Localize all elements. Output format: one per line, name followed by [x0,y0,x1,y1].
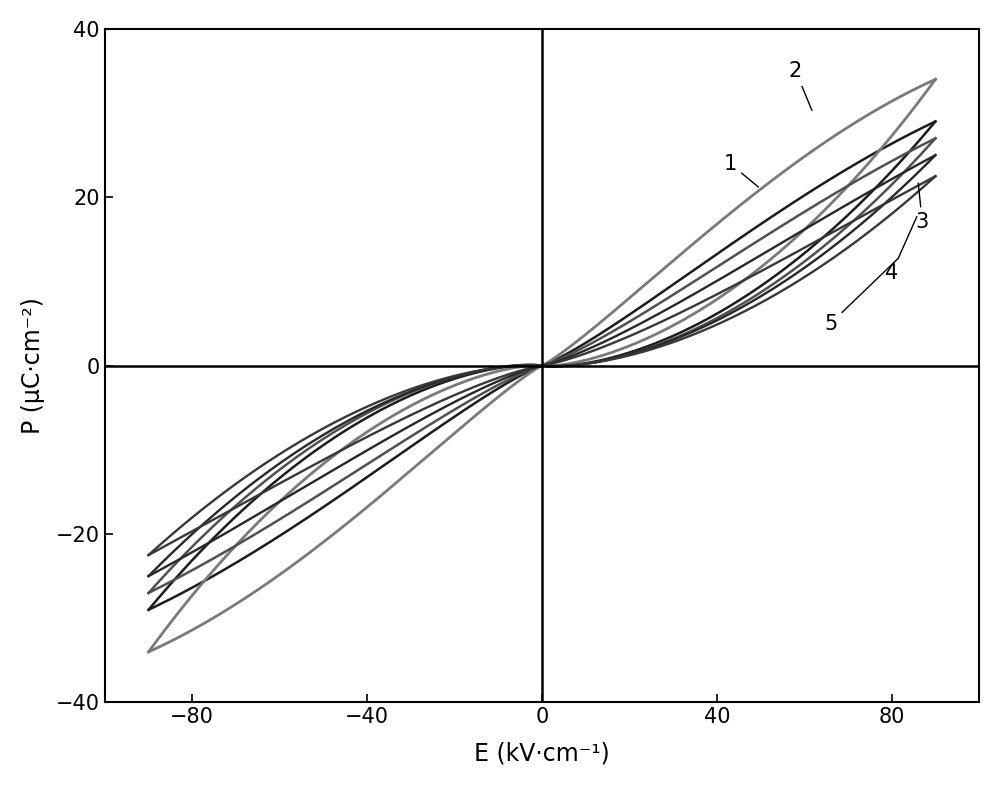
Text: 5: 5 [824,258,898,333]
X-axis label: E (kV·cm⁻¹): E (kV·cm⁻¹) [474,741,610,765]
Text: 2: 2 [789,61,812,111]
Text: 4: 4 [885,217,917,283]
Text: 3: 3 [916,183,929,233]
Y-axis label: P (μC·cm⁻²): P (μC·cm⁻²) [21,297,45,434]
Text: 1: 1 [723,153,758,187]
